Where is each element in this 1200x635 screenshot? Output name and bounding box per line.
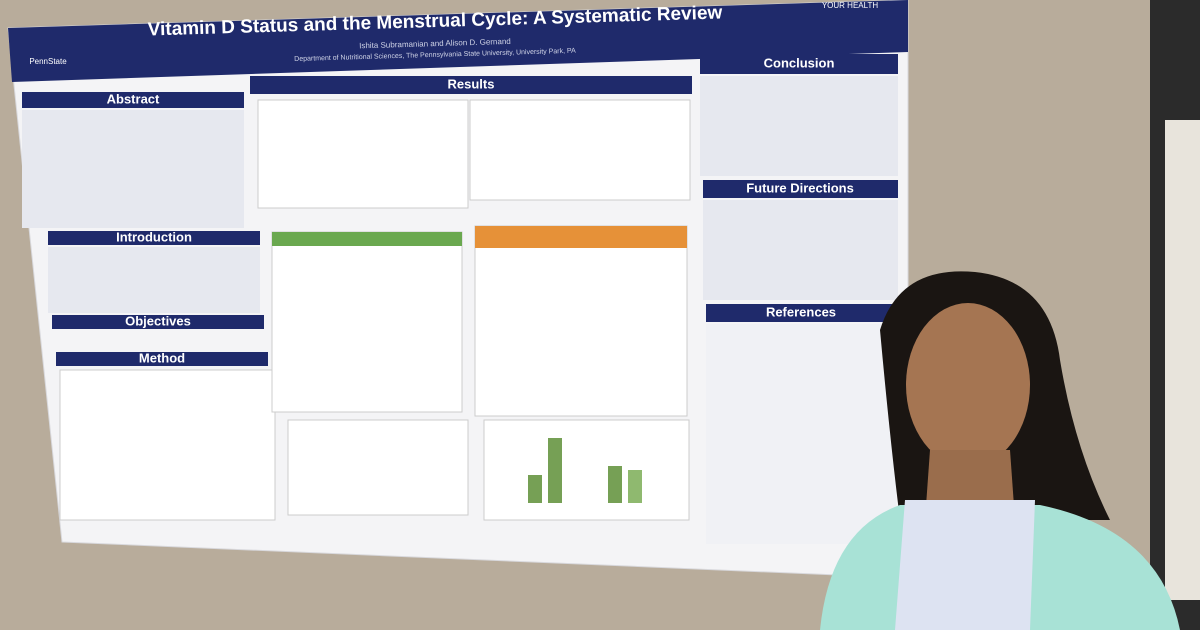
- section-title: Results: [448, 76, 495, 91]
- logo: PennState: [29, 57, 67, 66]
- left-column: Abstract Introduction Objectives Method: [22, 91, 276, 521]
- corner-logo: YOUR HEALTH: [822, 1, 879, 10]
- section-bar: [700, 54, 898, 74]
- section-title: Future Directions: [746, 180, 854, 195]
- text-block: [700, 76, 898, 176]
- shirt: [895, 500, 1035, 630]
- section-bar: [703, 180, 898, 198]
- table-header: [272, 232, 462, 246]
- section-bar: [56, 352, 268, 366]
- results-column: Results: [250, 76, 692, 521]
- figure-bar: [548, 438, 562, 503]
- section-title: Objectives: [125, 313, 191, 328]
- table-header: [475, 226, 687, 248]
- line-figure: [287, 419, 469, 516]
- table: [271, 231, 463, 413]
- section-bar: [52, 315, 264, 329]
- text-block: [703, 200, 898, 300]
- section-title: References: [766, 304, 836, 319]
- doorway: [1165, 120, 1200, 600]
- person: [820, 271, 1180, 630]
- section-title: Conclusion: [764, 55, 835, 70]
- section-title: Abstract: [107, 91, 160, 106]
- figure-bar: [608, 466, 622, 503]
- section-bar: [706, 304, 896, 322]
- poster-authors: Ishita Subramanian and Alison D. Gernand: [359, 37, 511, 50]
- section-bar: [250, 76, 692, 94]
- text-block: [48, 247, 260, 313]
- section-bar: [22, 92, 244, 108]
- text-block: [22, 110, 244, 228]
- text-block: [706, 324, 896, 544]
- figure-bar: [628, 470, 642, 503]
- cycle-figure: [257, 99, 469, 209]
- section-title: Introduction: [116, 229, 192, 244]
- right-column: Conclusion Future Directions References: [700, 54, 898, 544]
- table: [474, 225, 688, 417]
- figure-bar: [528, 475, 542, 503]
- section-bar: [48, 231, 260, 245]
- bar-figure: [483, 419, 690, 521]
- findings-box: [469, 99, 691, 201]
- flow-diagram: [59, 369, 276, 521]
- section-title: Method: [139, 350, 185, 365]
- face: [906, 303, 1030, 467]
- title-bar: [8, 0, 908, 82]
